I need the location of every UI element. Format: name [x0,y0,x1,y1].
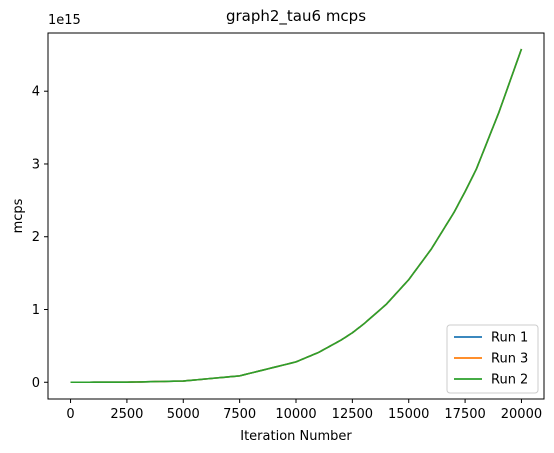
x-tick-label: 0 [66,407,74,422]
y-axis-ticks: 0 1 2 3 4 [32,85,48,391]
x-tick-label: 12500 [332,407,373,422]
legend-box [446,324,539,394]
x-tick-label: 17500 [444,407,485,422]
series-line-run-2 [70,48,523,384]
y-tick-label: 3 [32,157,40,172]
legend-label: Run 2 [491,373,528,388]
x-tick-label: 7500 [223,407,256,422]
y-tick-label: 0 [32,376,40,391]
y-tick-label: 1 [32,303,40,318]
y-tick-label: 4 [32,85,40,100]
y-axis-label: mcps [11,198,26,233]
chart-title: graph2_tau6 mcps [226,7,366,26]
x-axis-label: Iteration Number [240,429,352,444]
x-tick-label: 15000 [388,407,429,422]
plot-series [70,48,523,384]
legend: Run 1 Run 3 Run 2 [446,324,539,394]
legend-label: Run 1 [491,331,528,346]
x-tick-label: 20000 [501,407,542,422]
x-axis-ticks: 0 2500 5000 7500 10000 12500 15000 17500 20000 [66,399,542,422]
y-tick-label: 2 [32,230,40,245]
y-offset-label: 1e15 [48,13,81,28]
x-tick-label: 2500 [110,407,143,422]
x-tick-label: 5000 [167,407,200,422]
legend-label: Run 3 [491,352,528,367]
x-tick-label: 10000 [275,407,316,422]
